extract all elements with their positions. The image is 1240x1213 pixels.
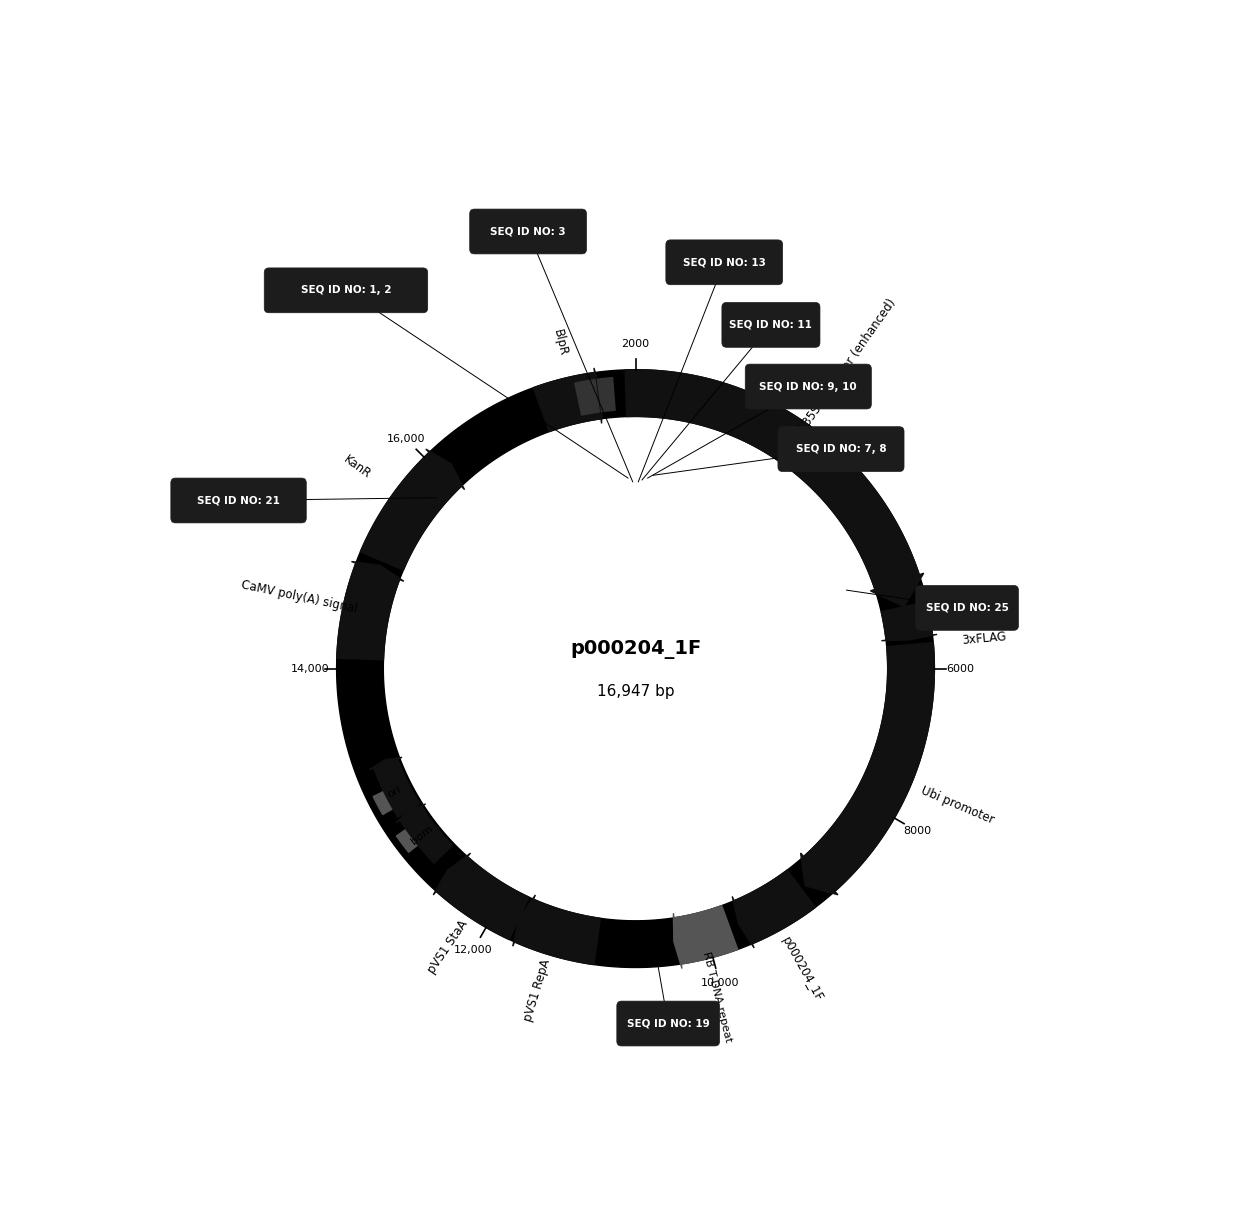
Polygon shape bbox=[733, 896, 754, 949]
Text: BlpR: BlpR bbox=[551, 329, 569, 358]
Polygon shape bbox=[373, 759, 419, 818]
Text: 14,000: 14,000 bbox=[291, 664, 330, 673]
Polygon shape bbox=[337, 563, 399, 660]
Polygon shape bbox=[425, 449, 465, 490]
FancyBboxPatch shape bbox=[470, 209, 587, 254]
Text: SEQ ID NO: 13: SEQ ID NO: 13 bbox=[683, 257, 765, 267]
Text: SEQ ID NO: 9, 10: SEQ ID NO: 9, 10 bbox=[759, 382, 857, 392]
Polygon shape bbox=[370, 757, 402, 770]
Text: p000204_1F: p000204_1F bbox=[570, 640, 701, 660]
Polygon shape bbox=[870, 574, 924, 606]
Text: bom: bom bbox=[409, 824, 435, 847]
Text: SEQ ID NO: 11: SEQ ID NO: 11 bbox=[729, 320, 812, 330]
Text: 16,947 bp: 16,947 bp bbox=[596, 684, 675, 700]
FancyBboxPatch shape bbox=[171, 478, 306, 523]
Polygon shape bbox=[433, 853, 470, 895]
Polygon shape bbox=[625, 370, 919, 590]
FancyBboxPatch shape bbox=[777, 427, 904, 472]
FancyBboxPatch shape bbox=[722, 302, 820, 347]
Text: pVS1 RepA: pVS1 RepA bbox=[522, 957, 553, 1023]
Polygon shape bbox=[512, 895, 536, 946]
Text: ori: ori bbox=[386, 784, 403, 799]
Polygon shape bbox=[361, 452, 461, 570]
FancyBboxPatch shape bbox=[915, 586, 1018, 631]
Polygon shape bbox=[673, 913, 682, 968]
Polygon shape bbox=[804, 643, 935, 892]
Polygon shape bbox=[515, 899, 600, 964]
Text: pVS1 StaA: pVS1 StaA bbox=[425, 918, 470, 976]
Text: 16,000: 16,000 bbox=[387, 434, 425, 444]
Polygon shape bbox=[882, 634, 937, 640]
Text: KanR: KanR bbox=[341, 452, 373, 480]
Polygon shape bbox=[373, 782, 410, 815]
Text: SEQ ID NO: 7, 8: SEQ ID NO: 7, 8 bbox=[796, 444, 887, 454]
Polygon shape bbox=[436, 856, 529, 940]
Polygon shape bbox=[351, 562, 404, 581]
Text: SEQ ID NO: 25: SEQ ID NO: 25 bbox=[925, 603, 1008, 613]
Text: SEQ ID NO: 19: SEQ ID NO: 19 bbox=[626, 1019, 709, 1029]
Text: 10,000: 10,000 bbox=[701, 978, 739, 987]
Polygon shape bbox=[401, 807, 453, 864]
FancyBboxPatch shape bbox=[745, 364, 872, 409]
Polygon shape bbox=[801, 853, 838, 895]
Text: CaMV 35S promoter (enhanced): CaMV 35S promoter (enhanced) bbox=[780, 296, 899, 460]
Text: 2000: 2000 bbox=[621, 338, 650, 348]
Text: SEQ ID NO: 3: SEQ ID NO: 3 bbox=[490, 227, 565, 237]
Polygon shape bbox=[734, 870, 816, 944]
Polygon shape bbox=[533, 372, 601, 432]
Polygon shape bbox=[687, 917, 718, 955]
Text: p000204_1F: p000204_1F bbox=[779, 934, 826, 1004]
Polygon shape bbox=[882, 602, 932, 640]
Polygon shape bbox=[397, 818, 434, 853]
FancyBboxPatch shape bbox=[666, 240, 782, 285]
Text: SEQ ID NO: 1, 2: SEQ ID NO: 1, 2 bbox=[301, 285, 391, 295]
Text: SEQ ID NO: 21: SEQ ID NO: 21 bbox=[197, 495, 280, 506]
Polygon shape bbox=[598, 377, 615, 411]
FancyBboxPatch shape bbox=[616, 1001, 719, 1046]
FancyBboxPatch shape bbox=[264, 268, 428, 313]
Text: RB T-DNA repeat: RB T-DNA repeat bbox=[701, 950, 733, 1043]
Text: Ubi promoter: Ubi promoter bbox=[919, 785, 997, 827]
Text: 8000: 8000 bbox=[903, 826, 931, 836]
Polygon shape bbox=[675, 906, 738, 964]
Text: 6000: 6000 bbox=[946, 664, 975, 673]
Polygon shape bbox=[336, 370, 935, 968]
Text: 12,000: 12,000 bbox=[454, 945, 492, 955]
Text: CaMV poly(A) signal: CaMV poly(A) signal bbox=[241, 579, 358, 616]
Text: 3xFLAG: 3xFLAG bbox=[962, 630, 1007, 647]
Polygon shape bbox=[396, 804, 425, 822]
Text: 4000: 4000 bbox=[852, 434, 879, 444]
Polygon shape bbox=[594, 368, 601, 423]
Polygon shape bbox=[575, 380, 599, 415]
